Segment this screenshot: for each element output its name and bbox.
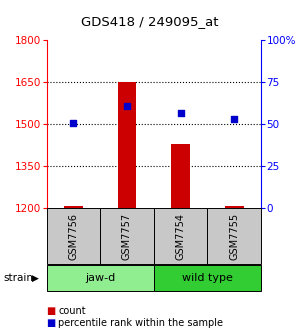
- Bar: [225, 206, 244, 208]
- Bar: [154, 265, 261, 291]
- Text: ■: ■: [46, 306, 56, 316]
- Point: [124, 103, 129, 109]
- Text: jaw-d: jaw-d: [85, 273, 115, 283]
- Text: GSM7754: GSM7754: [176, 213, 186, 259]
- Text: wild type: wild type: [182, 273, 233, 283]
- Text: percentile rank within the sample: percentile rank within the sample: [58, 318, 224, 328]
- Text: ■: ■: [46, 318, 56, 328]
- Bar: [46, 208, 100, 264]
- Text: GSM7756: GSM7756: [68, 213, 78, 259]
- Text: GDS418 / 249095_at: GDS418 / 249095_at: [81, 15, 219, 28]
- Point: [178, 110, 183, 115]
- Bar: [118, 82, 136, 208]
- Bar: [154, 208, 207, 264]
- Point: [71, 120, 76, 125]
- Bar: [100, 208, 154, 264]
- Bar: [171, 144, 190, 208]
- Text: ▶: ▶: [32, 274, 38, 283]
- Text: GSM7755: GSM7755: [229, 212, 239, 260]
- Bar: [64, 206, 83, 208]
- Point: [232, 117, 237, 122]
- Bar: [46, 265, 154, 291]
- Bar: [207, 208, 261, 264]
- Text: GSM7757: GSM7757: [122, 212, 132, 260]
- Text: count: count: [58, 306, 86, 316]
- Text: strain: strain: [3, 273, 33, 283]
